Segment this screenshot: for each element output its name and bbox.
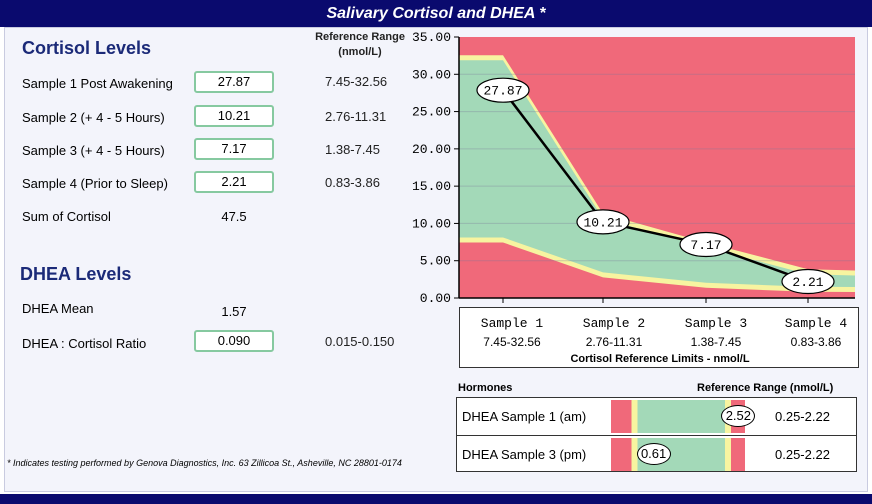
sample-legend: Sample 1 Sample 2 Sample 3 Sample 4 7.45… [459, 307, 859, 368]
cortisol-section-title: Cortisol Levels [22, 38, 152, 58]
sum-cortisol-value: 47.5 [221, 209, 247, 224]
sample-1-reference: 7.45-32.56 [325, 74, 388, 89]
dhea-am-value: 2.52 [721, 405, 756, 427]
sum-cortisol-label: Sum of Cortisol [22, 209, 111, 224]
dhea-pm-value: 0.61 [636, 443, 671, 465]
sample-3-label: Sample 3 (+ 4 - 5 Hours) [22, 143, 165, 158]
footnote: * Indicates testing performed by Genova … [7, 458, 402, 468]
sample-1-label: Sample 1 Post Awakening [22, 76, 173, 91]
dhea-table: DHEA Sample 1 (am) 2.52 0.25-2.22 DHEA S… [456, 397, 857, 472]
hormones-header: Hormones [458, 382, 513, 394]
sample-4-axis-label: Sample 4 [784, 316, 848, 331]
sample-4-label: Sample 4 (Prior to Sleep) [22, 176, 168, 191]
sample-1-axis-label: Sample 1 [480, 316, 544, 331]
dhea-cortisol-ratio-label: DHEA : Cortisol Ratio [22, 336, 147, 351]
sample-4-range: 0.83-3.86 [790, 335, 842, 349]
dhea-row-pm: DHEA Sample 3 (pm) 0.61 0.25-2.22 [457, 436, 856, 473]
dhea-row-am: DHEA Sample 1 (am) 2.52 0.25-2.22 [457, 398, 856, 435]
sample-3-range: 1.38-7.45 [690, 335, 742, 349]
dhea-row-divider [457, 435, 856, 436]
hormone-reference-header: Reference Range (nmol/L) [697, 382, 834, 394]
dhea-cortisol-ratio-reference: 0.015-0.150 [325, 334, 395, 349]
dhea-am-label: DHEA Sample 1 (am) [462, 409, 587, 424]
reference-range-header: Reference Range (nmol/L) [315, 31, 405, 58]
sample-3-reference: 1.38-7.45 [325, 142, 380, 157]
dhea-mean-label: DHEA Mean [22, 301, 94, 316]
reference-limits-caption: Cortisol Reference Limits - nmol/L [570, 353, 750, 365]
dhea-pm-range: 0.25-2.22 [775, 447, 830, 462]
sample-3-axis-label: Sample 3 [684, 316, 748, 331]
sample-2-range: 2.76-11.31 [585, 335, 643, 349]
report-title: Salivary Cortisol and DHEA * [0, 0, 872, 27]
dhea-section-title: DHEA Levels [20, 264, 132, 284]
sample-1-range: 7.45-32.56 [483, 335, 541, 349]
sample-4-reference: 0.83-3.86 [325, 175, 380, 190]
dhea-pm-label: DHEA Sample 3 (pm) [462, 447, 587, 462]
sample-2-value: 10.21 [194, 105, 274, 127]
sample-2-axis-label: Sample 2 [582, 316, 646, 331]
bottom-bar [0, 494, 872, 504]
sample-1-value: 27.87 [194, 71, 274, 93]
dhea-mean-value: 1.57 [221, 304, 247, 319]
sample-2-label: Sample 2 (+ 4 - 5 Hours) [22, 110, 165, 125]
dhea-cortisol-ratio-value: 0.090 [194, 330, 274, 352]
sample-3-value: 7.17 [194, 138, 274, 160]
sample-4-value: 2.21 [194, 171, 274, 193]
dhea-pm-range-bar [611, 438, 745, 471]
sample-2-reference: 2.76-11.31 [325, 109, 387, 124]
dhea-am-range: 0.25-2.22 [775, 409, 830, 424]
